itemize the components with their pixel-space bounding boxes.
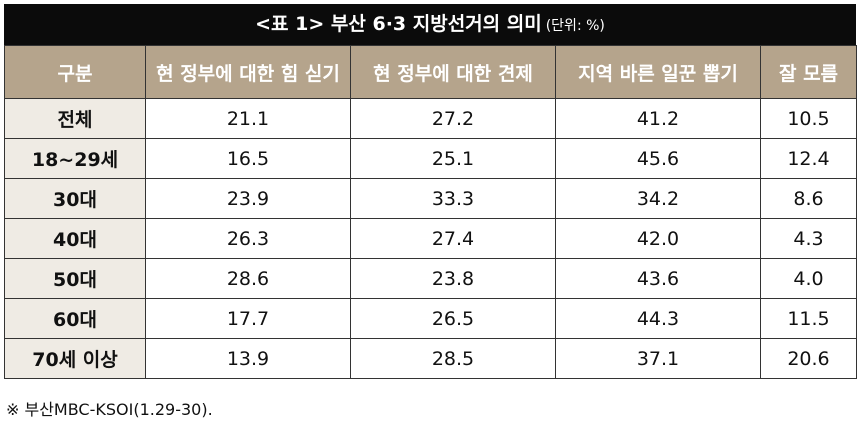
cell: 27.4 [350,218,556,259]
table-row: 40대 26.3 27.4 42.0 4.3 [4,218,857,259]
column-header: 현 정부에 대한 견제 [350,45,556,99]
cell: 20.6 [760,338,857,379]
cell: 37.1 [555,338,761,379]
cell: 23.9 [145,178,351,219]
cell: 43.6 [555,258,761,299]
cell: 23.8 [350,258,556,299]
cell: 4.3 [760,218,857,259]
cell: 12.4 [760,138,857,179]
column-header: 현 정부에 대한 힘 싣기 [145,45,351,99]
title-bar: <표 1> 부산 6·3 지방선거의 의미 (단위: %) [4,4,856,45]
table-row: 30대 23.9 33.3 34.2 8.6 [4,178,857,219]
footnote: ※ 부산MBC-KSOI(1.29-30). [6,400,213,419]
cell: 41.2 [555,98,761,139]
cell: 25.1 [350,138,556,179]
cell: 26.3 [145,218,351,259]
cell: 44.3 [555,298,761,339]
row-header: 18~29세 [4,138,146,179]
cell: 11.5 [760,298,857,339]
row-header: 30대 [4,178,146,219]
row-header: 70세 이상 [4,338,146,379]
column-header: 구분 [4,45,146,99]
unit: (단위: %) [545,18,605,34]
table-row: 70세 이상 13.9 28.5 37.1 20.6 [4,338,857,379]
cell: 45.6 [555,138,761,179]
cell: 26.5 [350,298,556,339]
cell: 17.7 [145,298,351,339]
cell: 33.3 [350,178,556,219]
cell: 28.5 [350,338,556,379]
column-header: 지역 바른 일꾼 뽑기 [555,45,761,99]
cell: 21.1 [145,98,351,139]
title: <표 1> 부산 6·3 지방선거의 의미 [255,13,542,35]
table-row: 18~29세 16.5 25.1 45.6 12.4 [4,138,857,179]
header-row: 구분 현 정부에 대한 힘 싣기 현 정부에 대한 견제 지역 바른 일꾼 뽑기 잘 모… [4,45,857,99]
cell: 13.9 [145,338,351,379]
cell: 42.0 [555,218,761,259]
cell: 8.6 [760,178,857,219]
row-header: 60대 [4,298,146,339]
cell: 4.0 [760,258,857,299]
cell: 34.2 [555,178,761,219]
cell: 28.6 [145,258,351,299]
table-body: 전체 21.1 27.2 41.2 10.5 18~29세 16.5 25.1 45.6 12.4… [4,98,857,379]
row-header: 40대 [4,218,146,259]
table-row: 60대 17.7 26.5 44.3 11.5 [4,298,857,339]
row-header: 50대 [4,258,146,299]
row-header: 전체 [4,98,146,139]
column-header: 잘 모름 [760,45,857,99]
table-row: 50대 28.6 23.8 43.6 4.0 [4,258,857,299]
results-table: 구분 현 정부에 대한 힘 싣기 현 정부에 대한 견제 지역 바른 일꾼 뽑기 잘 모… [4,45,857,379]
cell: 10.5 [760,98,857,139]
table-row: 전체 21.1 27.2 41.2 10.5 [4,98,857,139]
cell: 27.2 [350,98,556,139]
cell: 16.5 [145,138,351,179]
